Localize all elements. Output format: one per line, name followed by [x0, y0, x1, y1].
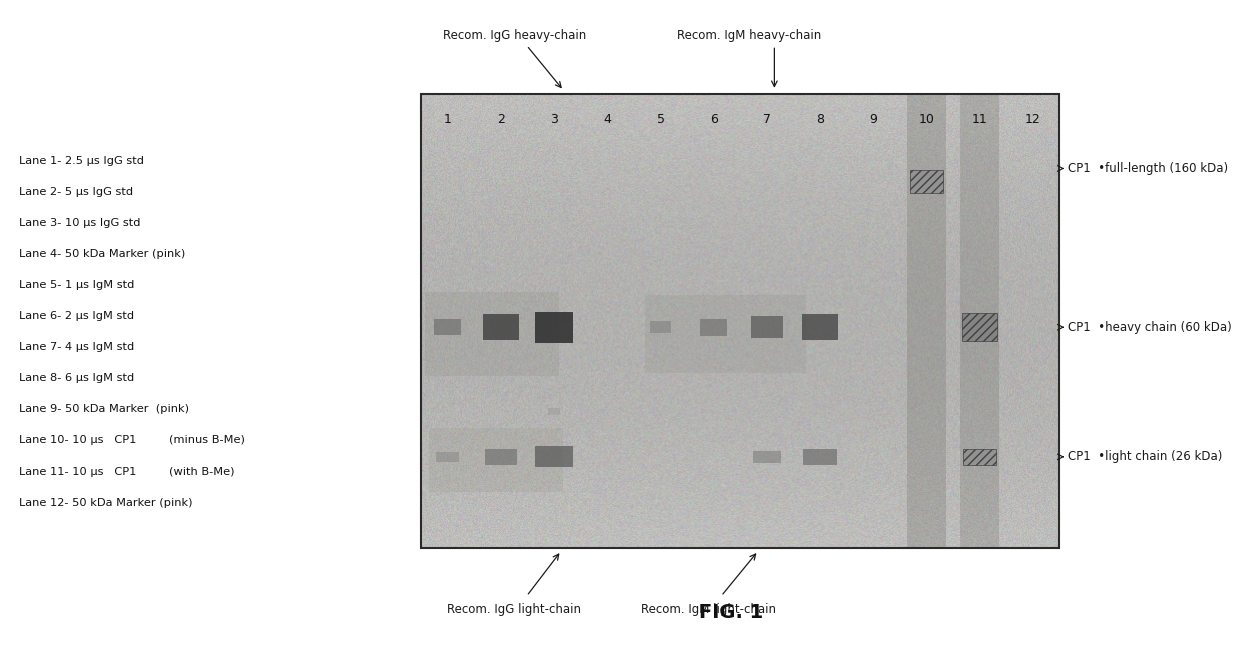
Bar	[700, 319, 727, 336]
Text: Recom. IgG heavy-chain: Recom. IgG heavy-chain	[442, 29, 586, 42]
Text: 3: 3	[550, 113, 558, 126]
Text: Recom. IgG light-chain: Recom. IgG light-chain	[447, 603, 581, 616]
Text: FIG. 1: FIG. 1	[699, 603, 763, 622]
Text: Lane 1- 2.5 μs IgG std: Lane 1- 2.5 μs IgG std	[19, 156, 144, 165]
Text: 5: 5	[657, 113, 664, 126]
Text: Lane 5- 1 μs IgM std: Lane 5- 1 μs IgM std	[19, 280, 134, 290]
Text: Lane 7- 4 μs IgM std: Lane 7- 4 μs IgM std	[19, 342, 134, 352]
Bar	[911, 170, 943, 193]
Text: Lane 6- 2 μs IgM std: Lane 6- 2 μs IgM std	[19, 311, 134, 321]
Text: 2: 2	[497, 113, 506, 126]
Text: Lane 8- 6 μs IgM std: Lane 8- 6 μs IgM std	[19, 373, 134, 383]
Text: 10: 10	[918, 113, 934, 126]
Bar	[646, 295, 807, 373]
Bar	[436, 452, 460, 462]
Bar	[803, 448, 838, 465]
Text: CP1  •light chain (26 kDa): CP1 •light chain (26 kDa)	[1068, 450, 1223, 463]
Text: 8: 8	[817, 113, 824, 126]
Bar	[483, 314, 519, 340]
Bar	[425, 292, 559, 376]
Bar	[435, 319, 461, 335]
Text: 4: 4	[603, 113, 611, 126]
Text: Lane 12- 50 kDa Marker (pink): Lane 12- 50 kDa Marker (pink)	[19, 498, 192, 507]
Text: Lane 9- 50 kDa Marker  (pink): Lane 9- 50 kDa Marker (pink)	[19, 404, 188, 414]
Text: Lane 2- 5 μs IgG std: Lane 2- 5 μs IgG std	[19, 187, 133, 196]
Text: 6: 6	[710, 113, 717, 126]
Bar	[429, 428, 563, 492]
Bar	[960, 94, 999, 548]
Text: CP1  •full-length (160 kDa): CP1 •full-length (160 kDa)	[1068, 162, 1228, 175]
Text: Recom. IgM light-chain: Recom. IgM light-chain	[642, 603, 776, 616]
Text: CP1  •heavy chain (60 kDa): CP1 •heavy chain (60 kDa)	[1068, 321, 1232, 334]
Bar	[421, 94, 1059, 548]
Text: Lane 10- 10 μs   CP1         (minus B-Me): Lane 10- 10 μs CP1 (minus B-Me)	[19, 435, 244, 445]
Bar	[535, 312, 574, 343]
Bar	[802, 314, 839, 340]
Bar	[484, 448, 518, 465]
Bar	[963, 448, 996, 465]
Text: Recom. IgM heavy-chain: Recom. IgM heavy-chain	[678, 29, 821, 42]
Text: Lane 3- 10 μs IgG std: Lane 3- 10 μs IgG std	[19, 218, 140, 227]
Text: Lane 4- 50 kDa Marker (pink): Lane 4- 50 kDa Marker (pink)	[19, 249, 185, 259]
Bar	[907, 94, 945, 548]
Text: 9: 9	[870, 113, 877, 126]
Bar	[421, 94, 1059, 548]
Text: 11: 11	[971, 113, 987, 126]
Bar	[535, 446, 574, 467]
Bar	[650, 321, 672, 333]
Text: 12: 12	[1025, 113, 1041, 126]
Text: 7: 7	[763, 113, 771, 126]
Bar	[751, 316, 783, 338]
Bar	[963, 313, 997, 341]
Text: 1: 1	[444, 113, 452, 126]
Text: Lane 11- 10 μs   CP1         (with B-Me): Lane 11- 10 μs CP1 (with B-Me)	[19, 467, 234, 476]
Bar	[549, 408, 560, 415]
Bar	[752, 450, 782, 463]
